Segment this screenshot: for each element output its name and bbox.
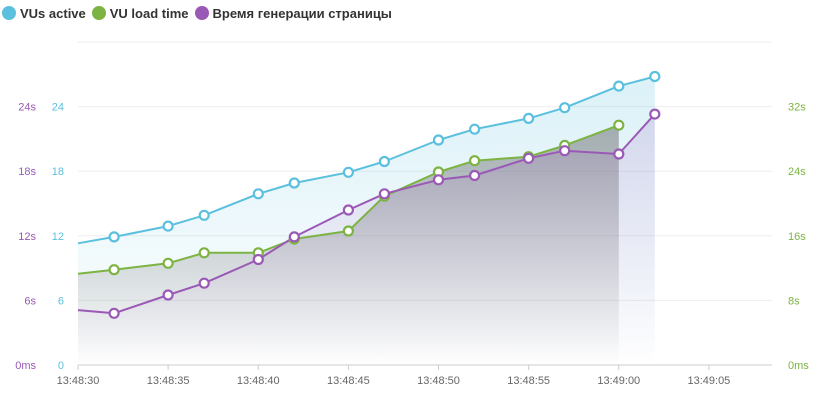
- legend-label-vu-load-time: VU load time: [109, 5, 189, 21]
- y-tick-label-vus-active: 24: [52, 102, 64, 114]
- data-point-vu-load-time: [342, 225, 354, 237]
- series-points: [108, 70, 661, 319]
- data-point-vus-active: [649, 70, 661, 83]
- data-point-vus-active: [108, 231, 120, 243]
- data-point-generation-time: [378, 188, 390, 200]
- y-tick-label-generation-time: 12s: [18, 231, 36, 243]
- x-tick-label: 13:48:50: [417, 375, 460, 387]
- data-point-generation-time: [559, 145, 571, 157]
- legend-item-vus-active[interactable]: VUs active: [2, 6, 86, 21]
- data-point-vu-load-time: [108, 264, 120, 276]
- y-tick-label-generation-time: 24s: [18, 102, 36, 114]
- data-point-generation-time: [342, 204, 354, 216]
- data-point-generation-time: [432, 174, 445, 186]
- x-tick-label: 13:48:40: [237, 375, 280, 387]
- data-point-generation-time: [162, 289, 174, 301]
- data-point-generation-time: [522, 152, 535, 164]
- area-generation-time: [78, 114, 655, 365]
- data-point-vus-active: [342, 166, 354, 178]
- y-tick-label-vus-active: 18: [52, 166, 64, 178]
- y-tick-label-vu-load-time: 8s: [788, 295, 800, 307]
- x-tick-label: 13:49:00: [597, 375, 640, 387]
- data-point-vu-load-time: [198, 247, 210, 259]
- data-point-vu-load-time: [469, 155, 481, 167]
- y-tick-label-vus-active: 0: [58, 360, 64, 372]
- y-tick-label-vu-load-time: 32s: [788, 102, 806, 114]
- data-point-vus-active: [162, 220, 174, 232]
- line-vus-active: [77, 75, 656, 245]
- data-point-generation-time: [108, 307, 120, 319]
- legend-swatch-generation-time: [194, 6, 209, 20]
- x-tick-label: 13:48:55: [507, 375, 550, 387]
- y-tick-label-generation-time: 6s: [24, 295, 36, 307]
- legend-swatch-vu-load-time: [91, 6, 106, 20]
- data-point-vus-active: [469, 123, 481, 135]
- x-tick-label: 13:49:05: [687, 375, 730, 387]
- x-tick-label: 13:48:45: [327, 375, 370, 387]
- y-tick-label-generation-time: 18s: [18, 166, 36, 178]
- data-point-generation-time: [288, 231, 300, 243]
- data-point-vus-active: [432, 134, 445, 146]
- data-point-generation-time: [469, 169, 481, 182]
- x-tick-label: 13:48:30: [57, 375, 100, 387]
- x-tick-label: 13:48:35: [147, 375, 190, 387]
- legend-label-vus-active: VUs active: [20, 5, 86, 21]
- chart-legend: VUs active VU load time Время генерации …: [2, 3, 394, 23]
- y-tick-label-vus-active: 6: [58, 295, 64, 307]
- y-tick-label-vu-load-time: 24s: [788, 166, 806, 178]
- series-areas: [78, 76, 655, 365]
- data-point-generation-time: [649, 108, 661, 120]
- data-point-vus-active: [198, 209, 210, 221]
- legend-label-generation-time: Время генерации страницы: [212, 5, 392, 21]
- data-point-vus-active: [252, 188, 264, 200]
- data-point-vu-load-time: [162, 257, 174, 269]
- data-point-vus-active: [559, 102, 571, 114]
- legend-item-generation-time[interactable]: Время генерации страницы: [194, 5, 392, 21]
- legend-item-vu-load-time[interactable]: VU load time: [91, 5, 189, 21]
- y-tick-label-vu-load-time: 0ms: [788, 360, 809, 372]
- data-point-vu-load-time: [613, 119, 625, 131]
- data-point-vus-active: [378, 155, 390, 168]
- data-point-generation-time: [613, 148, 625, 160]
- y-tick-label-vu-load-time: 16s: [788, 231, 806, 243]
- data-point-vus-active: [613, 80, 625, 92]
- data-point-vus-active: [288, 177, 300, 189]
- y-tick-label-generation-time: 0ms: [15, 360, 36, 372]
- line-generation-time: [77, 113, 656, 315]
- data-point-generation-time: [252, 253, 264, 266]
- axis-ticks: 0ms 0 0ms 6s 6 8s 12s 12 16s 18s 18 24s 24s 24 32s 13:4…: [15, 102, 809, 387]
- data-point-generation-time: [198, 277, 210, 289]
- y-tick-label-vus-active: 12: [52, 231, 64, 243]
- legend-swatch-vus-active: [2, 6, 16, 20]
- data-point-vus-active: [522, 112, 535, 125]
